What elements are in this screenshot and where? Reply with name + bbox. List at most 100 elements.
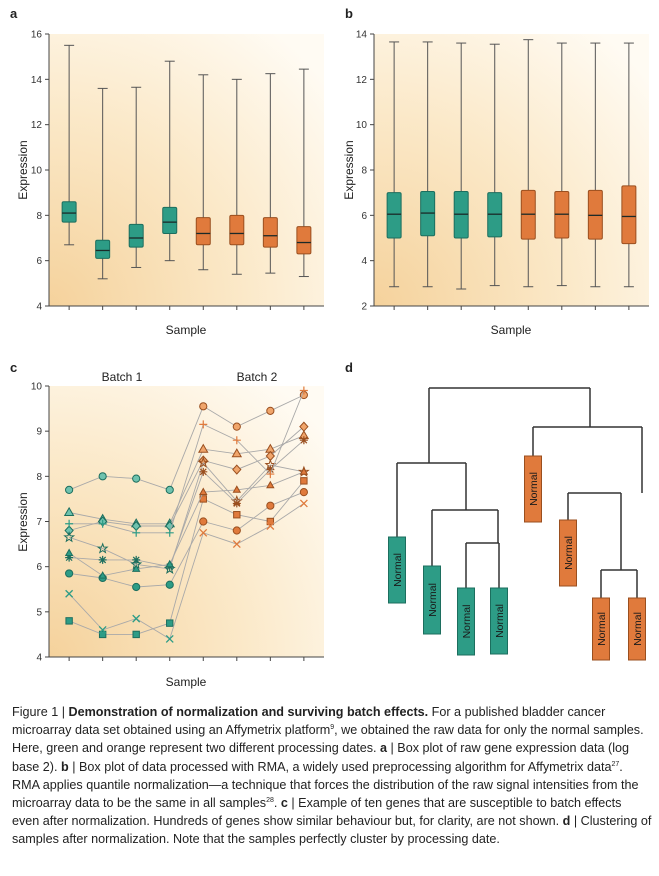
panel-b-y-tick-label: 10 bbox=[356, 120, 368, 131]
panel-a-letter: a bbox=[10, 6, 18, 21]
box-iqr bbox=[195, 217, 211, 246]
panel-b-y-tick-label: 14 bbox=[356, 30, 368, 41]
data-point-diamond bbox=[232, 464, 242, 475]
panel-a-y-tick-label: 10 bbox=[31, 166, 43, 177]
dendro-leaf-7: Normal bbox=[592, 597, 610, 661]
panel-b-box-5 bbox=[520, 39, 536, 288]
panel-a-y-tick-label: 8 bbox=[36, 211, 42, 222]
panel-a-box-7 bbox=[262, 73, 278, 274]
data-point-circle bbox=[299, 488, 308, 497]
caption-panel-letter: b bbox=[61, 759, 69, 774]
dendro-leaf-6: Normal bbox=[559, 519, 577, 587]
panel-a-y-tick-label: 12 bbox=[31, 120, 43, 131]
data-point-plus bbox=[266, 470, 275, 479]
caption-ref: 28 bbox=[266, 796, 274, 804]
dendro-branch-green bbox=[396, 462, 467, 537]
box-iqr bbox=[296, 226, 312, 255]
data-point-square bbox=[166, 619, 174, 627]
data-point-plus bbox=[232, 436, 241, 445]
dendro-leaf-5: Normal bbox=[524, 455, 542, 523]
series-line bbox=[68, 480, 305, 635]
panel-b-boxes bbox=[386, 39, 637, 290]
panel-b-axes: 2 4 6 8 10 12 14 bbox=[356, 30, 649, 313]
data-point-asterisk bbox=[266, 465, 275, 474]
dendro-root bbox=[428, 387, 591, 463]
panel-a-y-tick-label: 16 bbox=[31, 30, 43, 41]
panel-b-y-tick-label: 2 bbox=[361, 302, 367, 313]
dendro-leaf-label: Normal bbox=[461, 605, 473, 639]
dendro-branch-orange-3 bbox=[600, 569, 638, 598]
series-line bbox=[69, 491, 305, 588]
panel-c-y-tick-label: 5 bbox=[36, 607, 42, 618]
data-point-plus bbox=[132, 528, 141, 537]
caption-text: | Box plot of data processed with RMA, a… bbox=[68, 759, 612, 774]
data-point-x bbox=[98, 625, 107, 634]
data-point-star bbox=[96, 542, 109, 554]
data-point-x bbox=[165, 634, 174, 643]
panel-d-letter: d bbox=[345, 360, 353, 375]
dendro-leaf-box bbox=[628, 597, 646, 661]
data-point-circle bbox=[65, 569, 74, 578]
dendro-branch-green-3 bbox=[465, 542, 500, 588]
series-10 bbox=[64, 467, 309, 579]
dendro-leaf-label: Normal bbox=[494, 604, 506, 638]
data-point-circle-open bbox=[232, 422, 241, 431]
caption-panel-letter: d bbox=[562, 814, 571, 829]
data-point-square bbox=[98, 630, 107, 639]
data-point-star bbox=[163, 562, 176, 574]
panel-c-plot-area bbox=[49, 386, 324, 657]
data-point-circle bbox=[266, 501, 275, 510]
data-point-asterisk bbox=[98, 555, 107, 564]
panel-c-ylabel: Expression bbox=[16, 492, 30, 551]
panel-c-y-tick-label: 8 bbox=[36, 472, 42, 483]
series-9 bbox=[65, 499, 308, 643]
data-point-circle bbox=[199, 517, 208, 526]
panel-b-xlabel: Sample bbox=[491, 323, 532, 337]
series-line bbox=[68, 503, 305, 640]
panel-b-letter: b bbox=[345, 6, 353, 21]
panel-a-box-1 bbox=[61, 44, 77, 246]
panel-b-box-2 bbox=[420, 41, 436, 288]
caption-lead: Figure 1 | bbox=[12, 705, 69, 719]
series-line bbox=[68, 426, 305, 531]
dendro-leaf-3: Normal bbox=[457, 587, 475, 656]
panel-a-box-5 bbox=[195, 74, 211, 271]
data-point-x bbox=[299, 499, 308, 508]
data-point-x bbox=[65, 589, 74, 598]
data-point-square bbox=[300, 477, 308, 485]
data-point-asterisk bbox=[299, 436, 308, 445]
data-point-square bbox=[233, 511, 241, 519]
panel-c-y-tick-label: 6 bbox=[36, 562, 42, 573]
caption-text: | Box plot of raw gene expression data (… bbox=[12, 741, 630, 774]
dendro-leaf-label: Normal bbox=[563, 536, 575, 570]
dendro-branch-orange-2 bbox=[567, 492, 622, 570]
dendro-leaf-box bbox=[388, 536, 406, 604]
caption-text: , we obtained the raw data for only the … bbox=[12, 723, 644, 756]
panel-a-plot-area bbox=[49, 34, 324, 306]
caption-ref: 27 bbox=[611, 760, 620, 768]
caption-text: | Clustering of samples after normalizat… bbox=[12, 814, 652, 847]
data-point-circle-open bbox=[199, 402, 208, 411]
dendro-leaf-box bbox=[423, 565, 441, 635]
panel-c-y-tick-label: 9 bbox=[36, 427, 42, 438]
batch1-label: Batch 1 bbox=[102, 370, 143, 384]
panel-a-box-8 bbox=[296, 68, 312, 278]
dendro-leaf-2: Normal bbox=[423, 565, 441, 635]
dendro-leaf-8: Normal bbox=[628, 597, 646, 661]
data-point-triangle-small bbox=[98, 571, 107, 579]
figure-panels: a 4 6 8 10 12 14 16 Sample Expression b 2 4 6 8 10… bbox=[10, 6, 649, 689]
caption-ref: 9 bbox=[330, 724, 335, 732]
data-point-plus bbox=[299, 386, 308, 395]
data-point-diamond bbox=[299, 421, 309, 432]
panel-c: c Batch 1 Batch 2 4 5 6 7 8 9 10 Sample Expres… bbox=[10, 360, 324, 689]
data-point-x bbox=[266, 522, 275, 530]
panel-a-box-4 bbox=[162, 60, 178, 262]
panel-a-ylabel: Expression bbox=[16, 140, 30, 199]
data-point-x bbox=[199, 528, 208, 537]
data-point-x bbox=[232, 540, 241, 549]
dendrogram-leaves: Normal Normal Normal Normal Normal Normal Norm… bbox=[388, 455, 646, 661]
figure-caption: Figure 1 | Demonstration of normalizatio… bbox=[12, 703, 652, 849]
data-point-asterisk bbox=[232, 499, 241, 508]
panel-b-ylabel: Expression bbox=[342, 140, 356, 199]
series-line bbox=[69, 439, 305, 568]
